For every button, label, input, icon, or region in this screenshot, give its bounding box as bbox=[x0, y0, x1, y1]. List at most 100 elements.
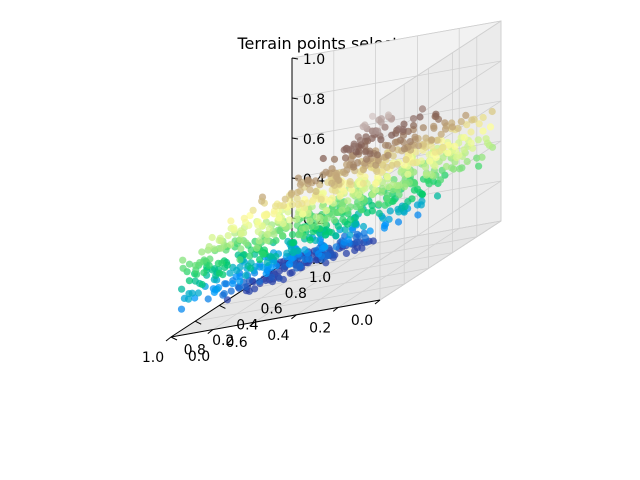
data-point bbox=[373, 167, 381, 175]
x-tick-label: 0.0 bbox=[351, 313, 373, 329]
data-point bbox=[341, 154, 350, 162]
data-point bbox=[372, 161, 380, 169]
data-point bbox=[296, 181, 304, 189]
data-point bbox=[292, 215, 300, 224]
data-point bbox=[332, 243, 340, 251]
data-point bbox=[242, 283, 250, 291]
data-point bbox=[474, 136, 482, 144]
data-point bbox=[217, 244, 225, 252]
data-point bbox=[475, 120, 483, 128]
data-point bbox=[198, 280, 206, 289]
data-point bbox=[240, 214, 248, 222]
data-point bbox=[294, 201, 302, 209]
data-point bbox=[456, 165, 464, 173]
data-point bbox=[312, 256, 320, 264]
data-point bbox=[384, 111, 393, 119]
data-point bbox=[242, 239, 250, 247]
data-point bbox=[421, 163, 430, 171]
data-point bbox=[306, 236, 314, 244]
data-point bbox=[200, 269, 208, 277]
data-point bbox=[486, 123, 495, 131]
data-point bbox=[467, 139, 475, 147]
data-point bbox=[288, 201, 297, 209]
data-point bbox=[289, 249, 297, 257]
data-point bbox=[255, 237, 263, 245]
data-point bbox=[198, 248, 206, 256]
data-point bbox=[227, 217, 235, 225]
x-tick bbox=[291, 314, 297, 320]
data-point bbox=[227, 241, 235, 249]
y-tick bbox=[219, 304, 226, 309]
data-point bbox=[293, 264, 301, 272]
x-tick bbox=[207, 329, 214, 334]
data-point bbox=[246, 252, 254, 260]
data-point bbox=[483, 139, 492, 147]
data-point bbox=[263, 236, 271, 245]
data-point bbox=[191, 277, 199, 285]
data-point bbox=[263, 230, 271, 238]
data-point bbox=[433, 192, 442, 200]
data-point bbox=[384, 151, 392, 159]
data-point bbox=[383, 195, 391, 203]
data-point bbox=[343, 220, 352, 228]
data-point bbox=[433, 136, 441, 144]
data-point bbox=[436, 176, 445, 184]
gridline-z-back bbox=[291, 20, 502, 59]
data-point bbox=[413, 201, 421, 209]
data-point bbox=[204, 295, 212, 303]
data-point bbox=[410, 186, 418, 194]
z-tick-label: 0.6 bbox=[303, 132, 325, 148]
data-point bbox=[309, 196, 317, 204]
data-point bbox=[290, 238, 298, 246]
data-point bbox=[298, 225, 306, 233]
data-point bbox=[462, 111, 470, 119]
data-point bbox=[255, 277, 264, 286]
data-point bbox=[374, 127, 382, 135]
data-point bbox=[285, 216, 294, 224]
data-point bbox=[384, 142, 392, 150]
data-point bbox=[340, 238, 348, 246]
data-point bbox=[223, 296, 231, 304]
data-point bbox=[214, 259, 222, 267]
data-point bbox=[404, 170, 412, 178]
axes-3d: 0.00.00.00.20.20.20.40.40.40.60.60.60.80… bbox=[142, 20, 502, 366]
data-point bbox=[366, 227, 374, 235]
data-point bbox=[185, 260, 194, 268]
data-point bbox=[304, 209, 312, 217]
data-point bbox=[463, 121, 471, 129]
data-point bbox=[312, 187, 320, 196]
data-point bbox=[215, 236, 223, 245]
data-point bbox=[422, 134, 430, 142]
data-point bbox=[369, 112, 377, 120]
gridline-y-floor bbox=[243, 252, 453, 290]
data-point bbox=[351, 246, 359, 255]
data-point bbox=[249, 206, 257, 214]
z-tick-label: 1.0 bbox=[303, 52, 325, 68]
data-point bbox=[229, 263, 237, 271]
data-point bbox=[400, 161, 408, 169]
data-point bbox=[428, 136, 436, 144]
data-point bbox=[386, 207, 394, 215]
scatter-points bbox=[177, 105, 497, 313]
data-point bbox=[191, 261, 199, 270]
data-point bbox=[361, 234, 370, 242]
data-point bbox=[460, 146, 468, 154]
data-point bbox=[219, 291, 227, 299]
data-point bbox=[395, 125, 403, 133]
data-point bbox=[468, 116, 476, 124]
data-point bbox=[194, 289, 202, 297]
data-point bbox=[347, 155, 355, 164]
data-point bbox=[236, 277, 244, 285]
data-point bbox=[236, 283, 244, 291]
axis-ticks: 0.00.00.00.20.20.20.40.40.40.60.60.60.80… bbox=[142, 52, 381, 366]
data-point bbox=[321, 231, 329, 239]
data-point bbox=[383, 173, 391, 181]
data-point bbox=[279, 219, 287, 228]
data-point bbox=[400, 145, 408, 153]
data-point bbox=[261, 212, 269, 220]
data-point bbox=[226, 269, 234, 277]
data-point bbox=[318, 244, 326, 253]
data-point bbox=[336, 192, 344, 200]
y-tick-label: 1.0 bbox=[309, 270, 331, 286]
data-point bbox=[285, 260, 293, 268]
